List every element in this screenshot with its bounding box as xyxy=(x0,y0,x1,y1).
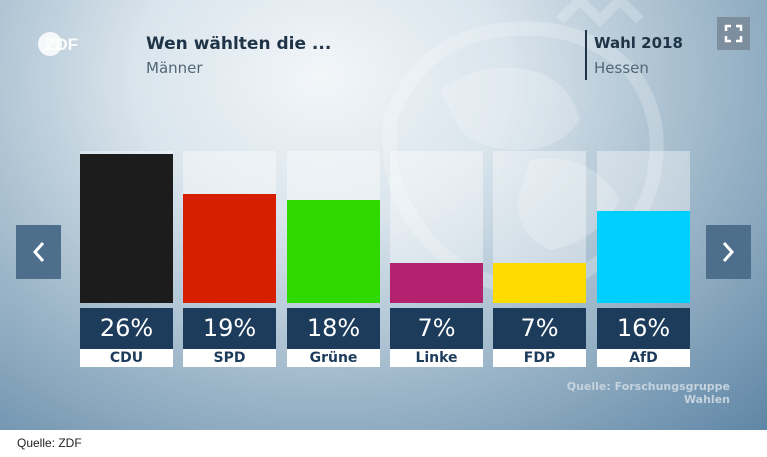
bar-fdp xyxy=(493,263,586,303)
bar-category-label: AfD xyxy=(597,349,690,367)
bar-category-label: CDU xyxy=(80,349,173,367)
chart-subtitle: Männer xyxy=(146,59,203,77)
bar-linke xyxy=(390,263,483,303)
election-state: Hessen xyxy=(594,59,649,77)
chart-source: Quelle: Forschungsgruppe Wahlen xyxy=(566,380,730,406)
bar-category-label: FDP xyxy=(493,349,586,367)
bar-cdu xyxy=(80,154,173,303)
image-source-caption: Quelle: ZDF xyxy=(17,436,82,450)
bar-track xyxy=(493,151,586,303)
header-divider xyxy=(585,30,587,80)
bar-category-label: Grüne xyxy=(287,349,380,367)
bar-value-label: 19% xyxy=(183,308,276,349)
bar-category-label: Linke xyxy=(390,349,483,367)
bar-track xyxy=(597,151,690,303)
election-name: Wahl 2018 xyxy=(594,34,683,52)
bar-track xyxy=(80,151,173,303)
chevron-right-icon xyxy=(722,242,735,262)
fullscreen-icon xyxy=(724,24,743,43)
chart-stage: ZDF Wen wählten die ... Männer Wahl 2018… xyxy=(0,0,767,430)
svg-text:ZDF: ZDF xyxy=(45,35,78,54)
bar-track xyxy=(390,151,483,303)
bar-grüne xyxy=(287,200,380,303)
previous-button[interactable] xyxy=(16,225,61,279)
bar-value-label: 16% xyxy=(597,308,690,349)
bar-track xyxy=(287,151,380,303)
bar-track xyxy=(183,151,276,303)
bar-value-label: 7% xyxy=(390,308,483,349)
hessen-lion-watermark xyxy=(383,0,664,294)
bar-spd xyxy=(183,194,276,303)
fullscreen-button[interactable] xyxy=(717,17,750,50)
bar-value-label: 26% xyxy=(80,308,173,349)
chart-title: Wen wählten die ... xyxy=(146,34,332,54)
bar-value-label: 7% xyxy=(493,308,586,349)
next-button[interactable] xyxy=(706,225,751,279)
bar-category-label: SPD xyxy=(183,349,276,367)
bar-afd xyxy=(597,211,690,303)
chevron-left-icon xyxy=(32,242,45,262)
zdf-logo: ZDF xyxy=(38,32,78,56)
bar-value-label: 18% xyxy=(287,308,380,349)
